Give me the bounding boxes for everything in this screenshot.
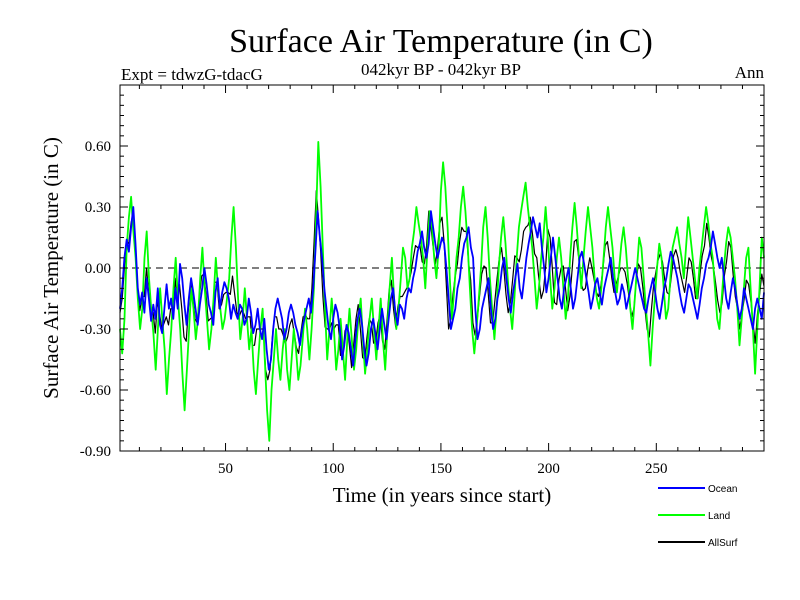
y-tick-label: 0.30 <box>85 200 111 216</box>
legend: Ocean Land AllSurf <box>658 484 738 549</box>
x-tick-label: 200 <box>537 461 560 477</box>
x-axis-label: Time (in years since start) <box>333 483 552 507</box>
y-tick-label: -0.60 <box>80 383 111 399</box>
legend-label-ocean: Ocean <box>708 484 737 495</box>
y-tick-label: -0.30 <box>80 322 111 338</box>
y-axis-ticks: -0.90 -0.60 -0.30 0.00 0.30 0.60 <box>80 84 764 460</box>
experiment-label: Expt = tdwzG-tdacG <box>121 65 263 84</box>
x-tick-label: 150 <box>430 461 453 477</box>
y-axis-label: Surface Air Temperature (in C) <box>39 137 63 399</box>
chart-title: Surface Air Temperature (in C) <box>229 23 653 60</box>
legend-label-land: Land <box>708 511 730 522</box>
legend-label-allsurf: AllSurf <box>708 538 738 549</box>
y-tick-label: 0.00 <box>85 261 111 277</box>
y-tick-label: 0.60 <box>85 139 111 155</box>
series-line-ocean <box>119 206 765 371</box>
chart-subtitle: 042kyr BP - 042kyr BP <box>361 60 521 79</box>
season-label: Ann <box>735 63 765 82</box>
x-axis-ticks: 50 100 150 200 250 <box>138 85 743 477</box>
x-tick-label: 50 <box>218 461 233 477</box>
y-tick-label: -0.90 <box>80 444 111 460</box>
x-tick-label: 100 <box>322 461 345 477</box>
x-tick-label: 250 <box>645 461 668 477</box>
series-layer <box>119 140 765 442</box>
